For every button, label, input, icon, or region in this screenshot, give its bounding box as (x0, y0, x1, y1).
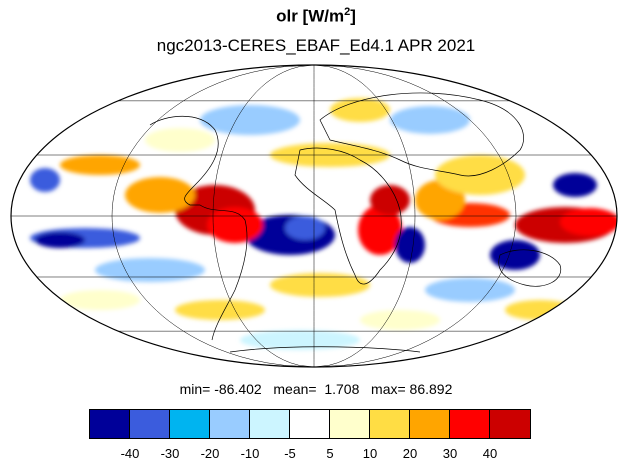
colorbar (89, 409, 531, 439)
patch (358, 205, 402, 255)
colorbar-swatch (130, 410, 170, 438)
coastlines (149, 92, 562, 353)
graticule (11, 64, 617, 368)
patch (490, 240, 540, 270)
patch (125, 177, 195, 213)
meridian-line (313, 64, 416, 368)
patch (285, 216, 325, 240)
patch (30, 168, 60, 192)
colorbar-tick-label: 10 (362, 446, 378, 461)
antarctica-outline (229, 346, 421, 353)
patch (175, 300, 265, 320)
colorbar-swatch (170, 410, 210, 438)
colorbar-tick-label: -10 (240, 446, 260, 461)
colorbar-swatch (330, 410, 370, 438)
title-superscript: 2 (344, 6, 351, 18)
globe-border (10, 64, 618, 368)
meridian-line (212, 64, 315, 368)
eurasia-outline (319, 92, 524, 177)
meridian-line (111, 64, 315, 368)
australia-outline (498, 249, 562, 287)
colorbar-swatch (450, 410, 490, 438)
meridian-line (313, 64, 517, 368)
patch (553, 173, 597, 197)
patch (145, 128, 215, 152)
patch (390, 106, 470, 134)
patch (435, 155, 525, 195)
patch (35, 232, 85, 248)
map-subtitle: ngc2013-CERES_EBAF_Ed4.1 APR 2021 (156, 36, 476, 55)
colorbar-tick-label: -20 (200, 446, 220, 461)
colorbar-tick-label: 20 (402, 446, 418, 461)
colorbar-swatch (370, 410, 410, 438)
statistics-line: min= -86.402 mean= 1.708 max= 86.892 (179, 381, 453, 397)
colorbar-tick-label: -5 (284, 446, 296, 461)
patch (560, 208, 617, 236)
patch (395, 227, 425, 263)
africa-outline (294, 147, 402, 285)
colorbar-tick-label: -30 (160, 446, 180, 461)
patch (360, 310, 440, 330)
patch (425, 278, 515, 302)
colorbar-swatch (90, 410, 130, 438)
title-close: ] (350, 6, 356, 26)
colorbar-swatch (210, 410, 250, 438)
colorbar-swatch (410, 410, 450, 438)
patch (60, 155, 140, 175)
patch (60, 290, 140, 310)
colorbar-swatch (490, 410, 530, 438)
patch (370, 185, 410, 215)
colorbar-swatch (250, 410, 290, 438)
colorbar-tick-label: -40 (120, 446, 140, 461)
patch (330, 98, 390, 122)
patch (95, 258, 205, 282)
patch (240, 330, 360, 350)
map-title: olr [W/m2] (0, 6, 632, 27)
patch (270, 273, 370, 297)
patch (200, 105, 300, 135)
colorbar-tick-label: 30 (442, 446, 458, 461)
title-main: olr [W/m (276, 6, 345, 26)
colorbar-tick-label: 5 (326, 446, 334, 461)
colorbar-tick-label: 40 (482, 446, 498, 461)
colorbar-swatch (290, 410, 330, 438)
americas-outline (149, 116, 248, 341)
